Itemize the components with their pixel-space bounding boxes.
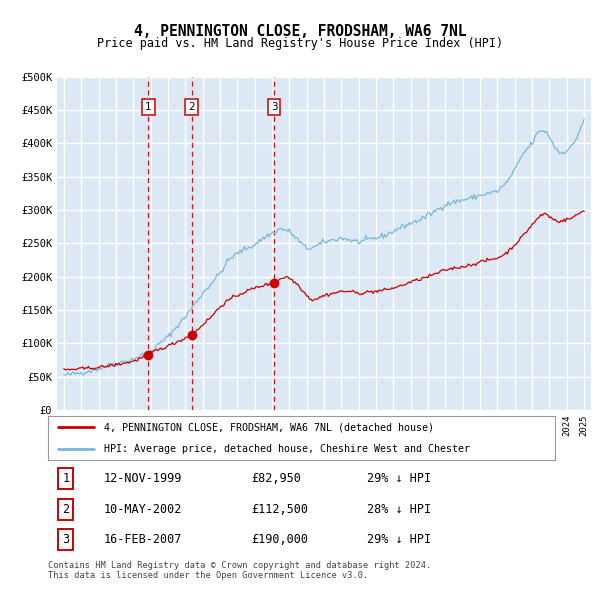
Text: 4, PENNINGTON CLOSE, FRODSHAM, WA6 7NL: 4, PENNINGTON CLOSE, FRODSHAM, WA6 7NL [134,24,466,38]
Text: Price paid vs. HM Land Registry's House Price Index (HPI): Price paid vs. HM Land Registry's House … [97,37,503,50]
Text: 2: 2 [188,101,195,112]
Text: 28% ↓ HPI: 28% ↓ HPI [367,503,431,516]
Text: 12-NOV-1999: 12-NOV-1999 [104,472,182,485]
Text: 1: 1 [145,101,152,112]
Text: 29% ↓ HPI: 29% ↓ HPI [367,472,431,485]
Text: 4, PENNINGTON CLOSE, FRODSHAM, WA6 7NL (detached house): 4, PENNINGTON CLOSE, FRODSHAM, WA6 7NL (… [104,422,434,432]
Text: £190,000: £190,000 [251,533,308,546]
Text: HPI: Average price, detached house, Cheshire West and Chester: HPI: Average price, detached house, Ches… [104,444,470,454]
Text: 1: 1 [62,472,70,485]
Text: £82,950: £82,950 [251,472,301,485]
Text: Contains HM Land Registry data © Crown copyright and database right 2024.
This d: Contains HM Land Registry data © Crown c… [48,560,431,580]
Text: £112,500: £112,500 [251,503,308,516]
Text: 29% ↓ HPI: 29% ↓ HPI [367,533,431,546]
Text: 2: 2 [62,503,70,516]
Text: 10-MAY-2002: 10-MAY-2002 [104,503,182,516]
Text: 3: 3 [271,101,277,112]
Text: 16-FEB-2007: 16-FEB-2007 [104,533,182,546]
Text: 3: 3 [62,533,70,546]
